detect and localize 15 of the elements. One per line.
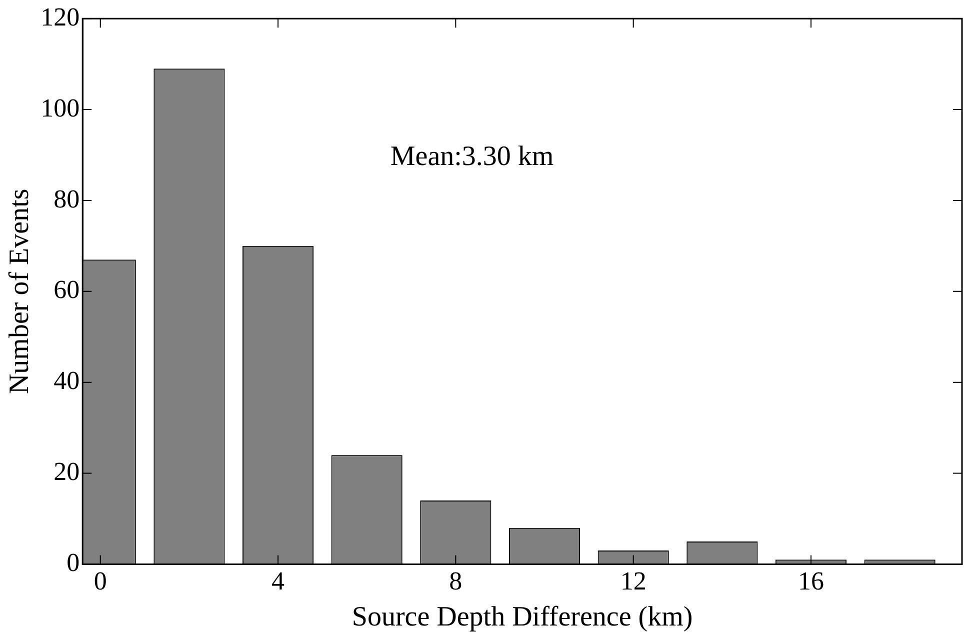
x-tick-label: 8 — [449, 566, 462, 596]
y-tick-label: 0 — [66, 548, 80, 578]
y-tick-label: 80 — [54, 184, 80, 214]
x-tick-label: 4 — [272, 566, 285, 596]
y-tick-label: 60 — [54, 275, 80, 304]
y-tick-label: 120 — [40, 2, 80, 32]
y-tick-label: 40 — [54, 366, 80, 396]
x-tick-label: 0 — [94, 566, 107, 596]
annotation: Mean:3.30 km — [390, 141, 554, 172]
y-tick-label: 20 — [54, 457, 80, 486]
x-tick-label: 16 — [798, 566, 824, 596]
x-axis-title: Source Depth Difference (km) — [352, 602, 693, 633]
x-tick-label: 12 — [620, 566, 646, 596]
y-axis-title: Number of Events — [4, 188, 36, 394]
y-tick-label: 100 — [40, 93, 80, 122]
